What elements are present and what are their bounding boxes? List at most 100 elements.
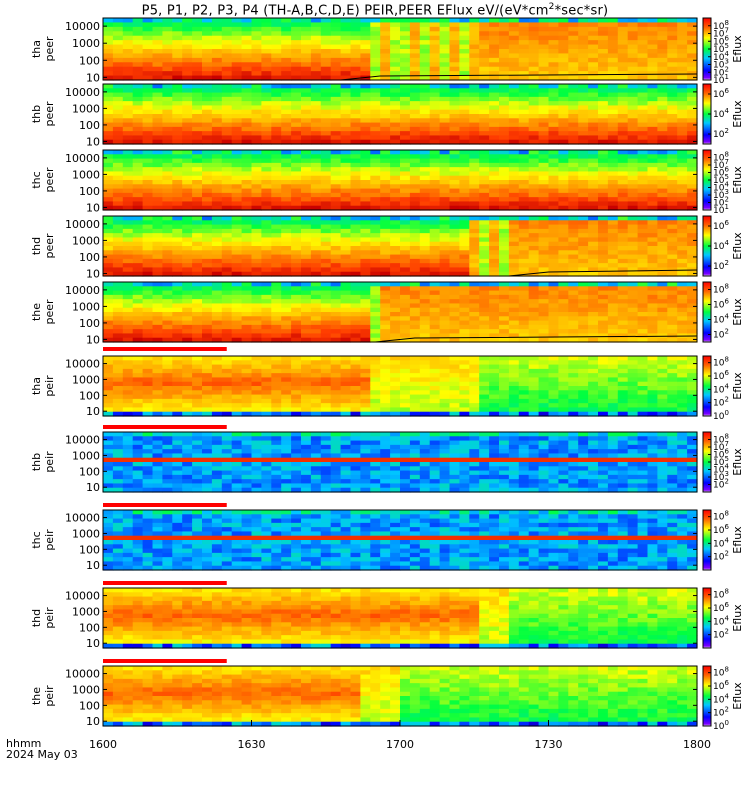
spectrogram-cell (538, 286, 550, 292)
spectrogram-cell (132, 201, 144, 207)
spectrogram-cell (142, 286, 154, 292)
spectrogram-cell (528, 122, 540, 128)
spectrogram-cell (627, 44, 639, 50)
spectrogram-cell (489, 316, 500, 322)
spectrogram-cell (271, 105, 282, 111)
spectrogram-cell (538, 201, 550, 207)
colorbar-tick-label: 104 (713, 313, 729, 326)
spectrogram-cell (588, 237, 599, 243)
spectrogram-cell (598, 84, 609, 89)
spectrogram-cell (251, 398, 262, 404)
spectrogram-cell (330, 192, 342, 198)
spectrogram-cell (360, 31, 371, 37)
spectrogram-cell (518, 368, 530, 374)
spectrogram-cell (508, 101, 520, 107)
spectrogram-cell (479, 356, 490, 361)
spectrogram-cell (320, 88, 332, 94)
spectrogram-cell (617, 35, 629, 41)
spectrogram-cell (152, 324, 163, 330)
spectrogram-cell (231, 316, 243, 322)
spectrogram-cell (538, 233, 550, 239)
spectrogram-cell (380, 158, 391, 164)
spectrogram-cell (449, 192, 460, 198)
spectrogram-cell (578, 96, 589, 102)
spectrogram-cell (687, 109, 698, 115)
spectrogram-cell (429, 411, 441, 417)
spectrogram-cell (538, 101, 550, 107)
spectrogram-cell (122, 158, 134, 164)
spectrogram-cell (182, 84, 193, 89)
spectrogram-cell (508, 205, 520, 211)
spectrogram-cell (637, 233, 649, 239)
spectrogram-cell (558, 290, 569, 296)
spectrogram-cell (538, 329, 550, 335)
spectrogram-cell (271, 18, 282, 24)
spectrogram-cell (499, 40, 510, 46)
spectrogram-cell (687, 303, 698, 309)
spectrogram-cell (419, 228, 431, 234)
spectrogram-cell (281, 31, 292, 37)
spectrogram-cell (241, 118, 253, 124)
spectrogram-cell (400, 62, 411, 68)
spectrogram-cell (558, 175, 569, 181)
spectrogram-cell (281, 286, 292, 292)
spectrogram-cell (518, 44, 530, 50)
spectrogram-cell (340, 224, 352, 230)
spectrogram-cell (360, 180, 371, 185)
spectrogram-cell (409, 53, 421, 59)
spectrogram-cell (360, 139, 371, 145)
spectrogram-cell (132, 241, 144, 247)
spectrogram-cell (251, 105, 262, 111)
spectrogram-cell (538, 150, 550, 155)
spectrogram-cell (132, 62, 144, 68)
spectrogram-cell (528, 360, 540, 366)
spectrogram-cell (142, 126, 154, 132)
spectrogram-cell (330, 216, 342, 221)
spectrogram-cell (350, 364, 361, 370)
spectrogram-cell (350, 312, 361, 317)
spectrogram-cell (677, 18, 688, 24)
spectrogram-cell (390, 154, 401, 160)
spectrogram-cell (162, 286, 173, 292)
spectrogram-cell (271, 171, 282, 177)
spectrogram-cell (241, 53, 253, 59)
spectrogram-cell (370, 381, 381, 387)
spectrogram-cell (439, 154, 451, 160)
spectrogram-cell (528, 175, 540, 181)
spectrogram-cell (301, 377, 312, 383)
spectrogram-cell (360, 303, 371, 309)
spectrogram-cell (192, 105, 203, 111)
spectrogram-cell (221, 40, 233, 46)
spectrogram-cell (241, 299, 253, 305)
spectrogram-cell (439, 139, 451, 145)
spectrogram-cell (598, 197, 609, 203)
spectrogram-cell (538, 220, 550, 226)
spectrogram-cell (281, 373, 292, 379)
spectrogram-cell (588, 175, 599, 181)
spectrogram-cell (390, 131, 401, 137)
spectrogram-cell (568, 303, 579, 309)
spectrogram-cell (439, 92, 451, 98)
spectrogram-cell (192, 75, 203, 81)
spectrogram-cell (429, 62, 441, 68)
spectrogram-cell (598, 75, 609, 81)
spectrogram-cell (122, 184, 134, 190)
spectrogram-cell (568, 158, 579, 164)
spectrogram-cell (271, 394, 282, 400)
spectrogram-cell (459, 66, 470, 72)
spectrogram-cell (162, 228, 173, 234)
spectrogram-cell (687, 299, 698, 305)
spectrogram-cell (528, 381, 540, 387)
spectrogram-cell (370, 84, 381, 89)
spectrogram-cell (627, 316, 639, 322)
spectrogram-cell (261, 258, 272, 264)
spectrogram-cell (419, 364, 431, 370)
panel-frame (102, 17, 698, 81)
spectrogram-cell (479, 320, 490, 326)
spectrogram-cell (182, 192, 193, 198)
spectrogram-cell (251, 66, 262, 72)
spectrogram-cell (350, 192, 361, 198)
spectrogram-cell (647, 162, 658, 168)
spectrogram-cell (588, 71, 599, 77)
spectrogram-cell (142, 237, 154, 243)
